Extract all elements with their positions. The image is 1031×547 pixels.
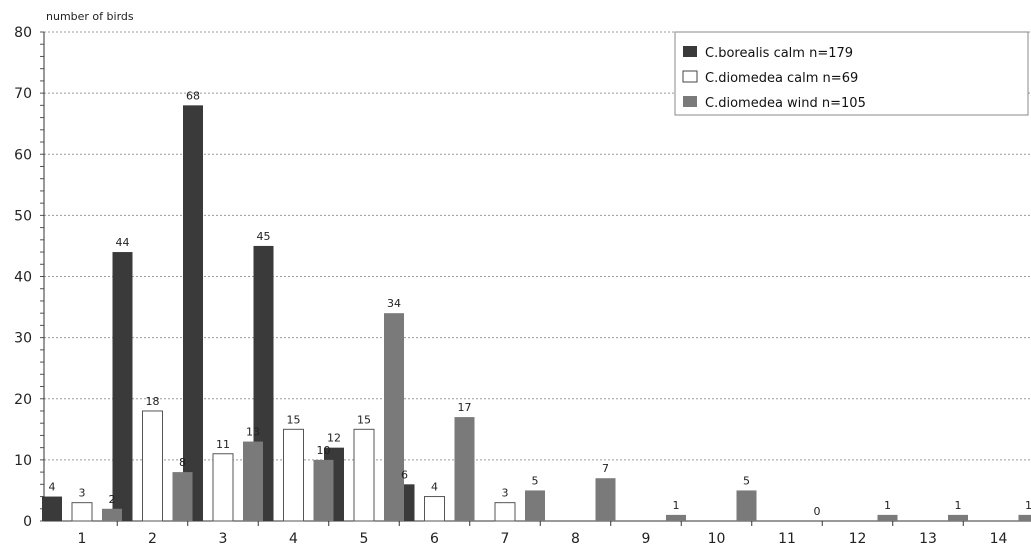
bar xyxy=(71,502,93,522)
x-tick-label: 7 xyxy=(501,531,510,547)
legend-entry: C.diomedea wind n=105 xyxy=(705,96,866,111)
data-label: 15 xyxy=(357,413,371,426)
x-tick-label: 8 xyxy=(571,531,580,547)
bar xyxy=(313,459,334,521)
data-label: 2 xyxy=(109,493,116,506)
data-label: 3 xyxy=(79,487,86,500)
bar xyxy=(172,472,193,521)
x-tick-label: 5 xyxy=(360,531,369,547)
legend-swatch xyxy=(682,70,698,83)
data-label: 68 xyxy=(186,89,200,102)
data-label: 17 xyxy=(458,401,472,414)
bar xyxy=(525,490,545,521)
data-label: 34 xyxy=(387,297,401,310)
data-label: 7 xyxy=(602,462,609,475)
y-tick-label: 70 xyxy=(14,86,32,102)
x-tick-label: 14 xyxy=(990,531,1008,547)
x-tick-label: 12 xyxy=(849,531,867,547)
bar xyxy=(42,496,62,521)
bar xyxy=(102,508,122,521)
x-tick-label: 10 xyxy=(708,531,726,547)
data-label: 1 xyxy=(673,499,680,512)
data-label: 3 xyxy=(502,487,509,500)
y-axis-label: number of birds xyxy=(46,10,134,23)
data-label: 44 xyxy=(116,236,130,249)
data-label: 10 xyxy=(317,444,331,457)
bar xyxy=(424,496,445,522)
data-label: 18 xyxy=(146,395,160,408)
y-tick-label: 30 xyxy=(14,331,32,347)
bar xyxy=(183,105,203,521)
data-label: 12 xyxy=(327,432,341,445)
y-tick-label: 80 xyxy=(14,25,32,41)
data-label: 13 xyxy=(246,426,260,439)
x-tick-labels: 1 2 3 4 5 6 7 8 9 10 11 12 13 14 xyxy=(78,531,1008,547)
data-label: 11 xyxy=(216,438,230,451)
data-label: 4 xyxy=(49,481,56,494)
y-tick-label: 10 xyxy=(14,453,32,469)
data-label: 45 xyxy=(257,230,271,243)
data-label: 6 xyxy=(401,468,408,481)
data-label: 15 xyxy=(287,413,301,426)
x-tick-label: 11 xyxy=(778,531,796,547)
bar xyxy=(948,514,968,521)
x-tick-label: 6 xyxy=(430,531,439,547)
legend-entry: C.diomedea calm n=69 xyxy=(705,71,858,86)
data-label: 1 xyxy=(884,499,891,512)
data-label: 8 xyxy=(179,456,186,469)
bars xyxy=(42,105,1031,522)
legend-swatch xyxy=(683,46,697,57)
bar xyxy=(454,417,475,521)
x-tick-label: 13 xyxy=(919,531,937,547)
bar xyxy=(283,428,304,522)
y-tick-label: 50 xyxy=(14,208,32,224)
gridlines xyxy=(44,31,1031,461)
bar xyxy=(877,514,898,521)
data-label: 1 xyxy=(955,499,962,512)
bar xyxy=(212,453,234,522)
legend-entry: C.borealis calm n=179 xyxy=(705,46,853,61)
x-tick-label: 2 xyxy=(148,531,157,547)
legend: C.borealis calm n=179 C.diomedea calm n=6… xyxy=(674,31,1029,116)
bar xyxy=(243,441,263,521)
bar xyxy=(494,502,516,522)
x-tick-label: 3 xyxy=(219,531,228,547)
bar xyxy=(384,313,404,521)
legend-box xyxy=(674,31,1029,116)
data-label: 1 xyxy=(1025,499,1031,512)
bar xyxy=(736,490,757,521)
data-label: 4 xyxy=(431,481,438,494)
legend-swatch xyxy=(683,96,697,107)
data-label: 5 xyxy=(743,474,750,487)
bar xyxy=(112,252,133,522)
bar xyxy=(595,478,616,521)
x-tick-label: 4 xyxy=(289,531,298,547)
bar xyxy=(1018,514,1031,521)
y-tick-label: 40 xyxy=(14,270,32,286)
y-tick-labels: 0 10 20 30 40 50 60 70 80 xyxy=(14,25,32,530)
y-tick-label: 60 xyxy=(14,147,32,163)
y-tick-label: 0 xyxy=(23,514,32,530)
y-tick-label: 20 xyxy=(14,392,32,408)
bar xyxy=(353,428,375,522)
data-label: 5 xyxy=(532,474,539,487)
x-tick-label: 1 xyxy=(78,531,87,547)
x-tick-label: 9 xyxy=(642,531,651,547)
data-label: 0 xyxy=(814,505,821,518)
bar xyxy=(666,514,686,521)
bar xyxy=(142,410,163,522)
